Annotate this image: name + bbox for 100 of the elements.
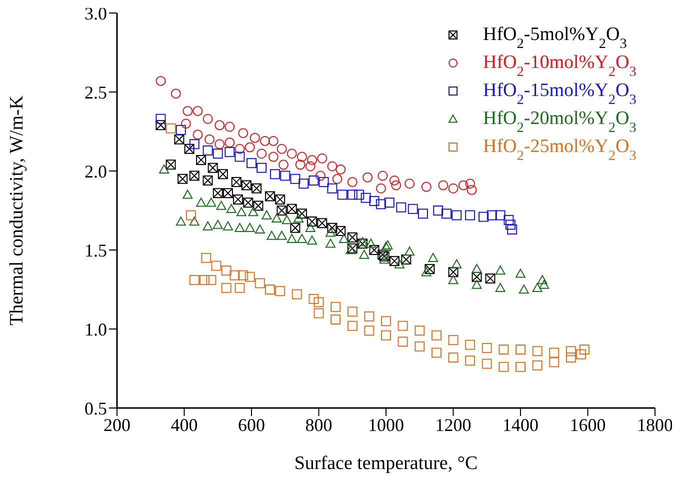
point (327, 161, 338, 172)
point (391, 180, 402, 190)
point (398, 320, 408, 331)
point (234, 222, 245, 232)
point (347, 320, 358, 331)
point (452, 259, 462, 268)
point (246, 158, 256, 168)
point (184, 144, 194, 154)
point (189, 170, 200, 181)
y-axis-title: Thermal conductivity, W/m-K (6, 95, 28, 326)
legend-label: HfO$_{2}$-15mol%Y$_{2}$O$_{3}$ (483, 80, 636, 108)
point (466, 184, 477, 195)
point (381, 330, 391, 340)
point (276, 230, 287, 240)
point (224, 122, 235, 132)
point (424, 264, 435, 274)
point (418, 208, 428, 219)
point (212, 188, 223, 198)
point (398, 336, 408, 347)
point (244, 142, 255, 152)
point (566, 346, 576, 356)
point (404, 246, 415, 256)
point (360, 192, 371, 203)
point (174, 134, 184, 144)
point (264, 284, 275, 294)
point (330, 314, 341, 325)
point (159, 164, 170, 174)
point (296, 152, 307, 162)
point (428, 252, 438, 262)
legend-label: HfO$_{2}$-10mol%Y$_{2}$O$_{3}$ (483, 52, 636, 80)
point (431, 348, 442, 358)
point (472, 264, 482, 274)
point (192, 106, 203, 116)
point (230, 270, 240, 280)
point (504, 214, 514, 225)
point (201, 252, 212, 263)
point (507, 224, 518, 234)
point (518, 284, 529, 294)
point (330, 302, 341, 312)
point (256, 148, 267, 159)
point (532, 346, 542, 356)
point (566, 352, 576, 362)
point (354, 190, 364, 200)
point (222, 188, 233, 198)
point (266, 230, 277, 240)
point (337, 190, 348, 200)
point (290, 222, 300, 233)
point (208, 162, 218, 173)
point (268, 152, 278, 162)
point (212, 148, 223, 159)
point (252, 183, 262, 194)
point (222, 221, 233, 230)
point (376, 199, 386, 210)
point (539, 280, 550, 289)
point (382, 240, 393, 250)
point (192, 130, 203, 140)
point (516, 268, 526, 278)
point (495, 266, 506, 275)
point (315, 170, 326, 181)
point (336, 226, 346, 236)
point (262, 210, 272, 220)
point (408, 204, 418, 214)
point (176, 124, 186, 135)
point (275, 286, 286, 296)
point (253, 200, 264, 211)
point (244, 222, 255, 232)
point (369, 245, 380, 255)
point (389, 175, 400, 186)
point (359, 250, 370, 259)
point (532, 282, 542, 292)
point (576, 349, 586, 360)
point (290, 174, 300, 184)
point (298, 178, 309, 189)
point (389, 256, 400, 266)
legend-label: HfO$_{2}$-5mol%Y$_{2}$O$_{3}$ (483, 24, 627, 52)
point (199, 275, 210, 286)
point (347, 190, 358, 200)
point (532, 360, 542, 370)
point (384, 198, 394, 208)
x-tick-label: 1800 (637, 414, 673, 435)
point (326, 228, 336, 237)
y-tick-label: 2.5 (84, 82, 107, 102)
x-tick-label: 1400 (502, 414, 538, 435)
point (189, 275, 200, 286)
point (254, 224, 265, 234)
point (214, 139, 225, 150)
point (549, 348, 560, 358)
point (357, 237, 368, 246)
point (280, 170, 290, 181)
point (478, 212, 489, 222)
point (482, 358, 492, 369)
point (254, 278, 265, 288)
point (178, 174, 188, 184)
point (244, 272, 255, 282)
point (260, 136, 270, 146)
point (238, 270, 248, 280)
y-tick-label: 1.0 (84, 319, 107, 340)
point (241, 180, 252, 190)
point (317, 153, 328, 164)
point (268, 136, 278, 146)
